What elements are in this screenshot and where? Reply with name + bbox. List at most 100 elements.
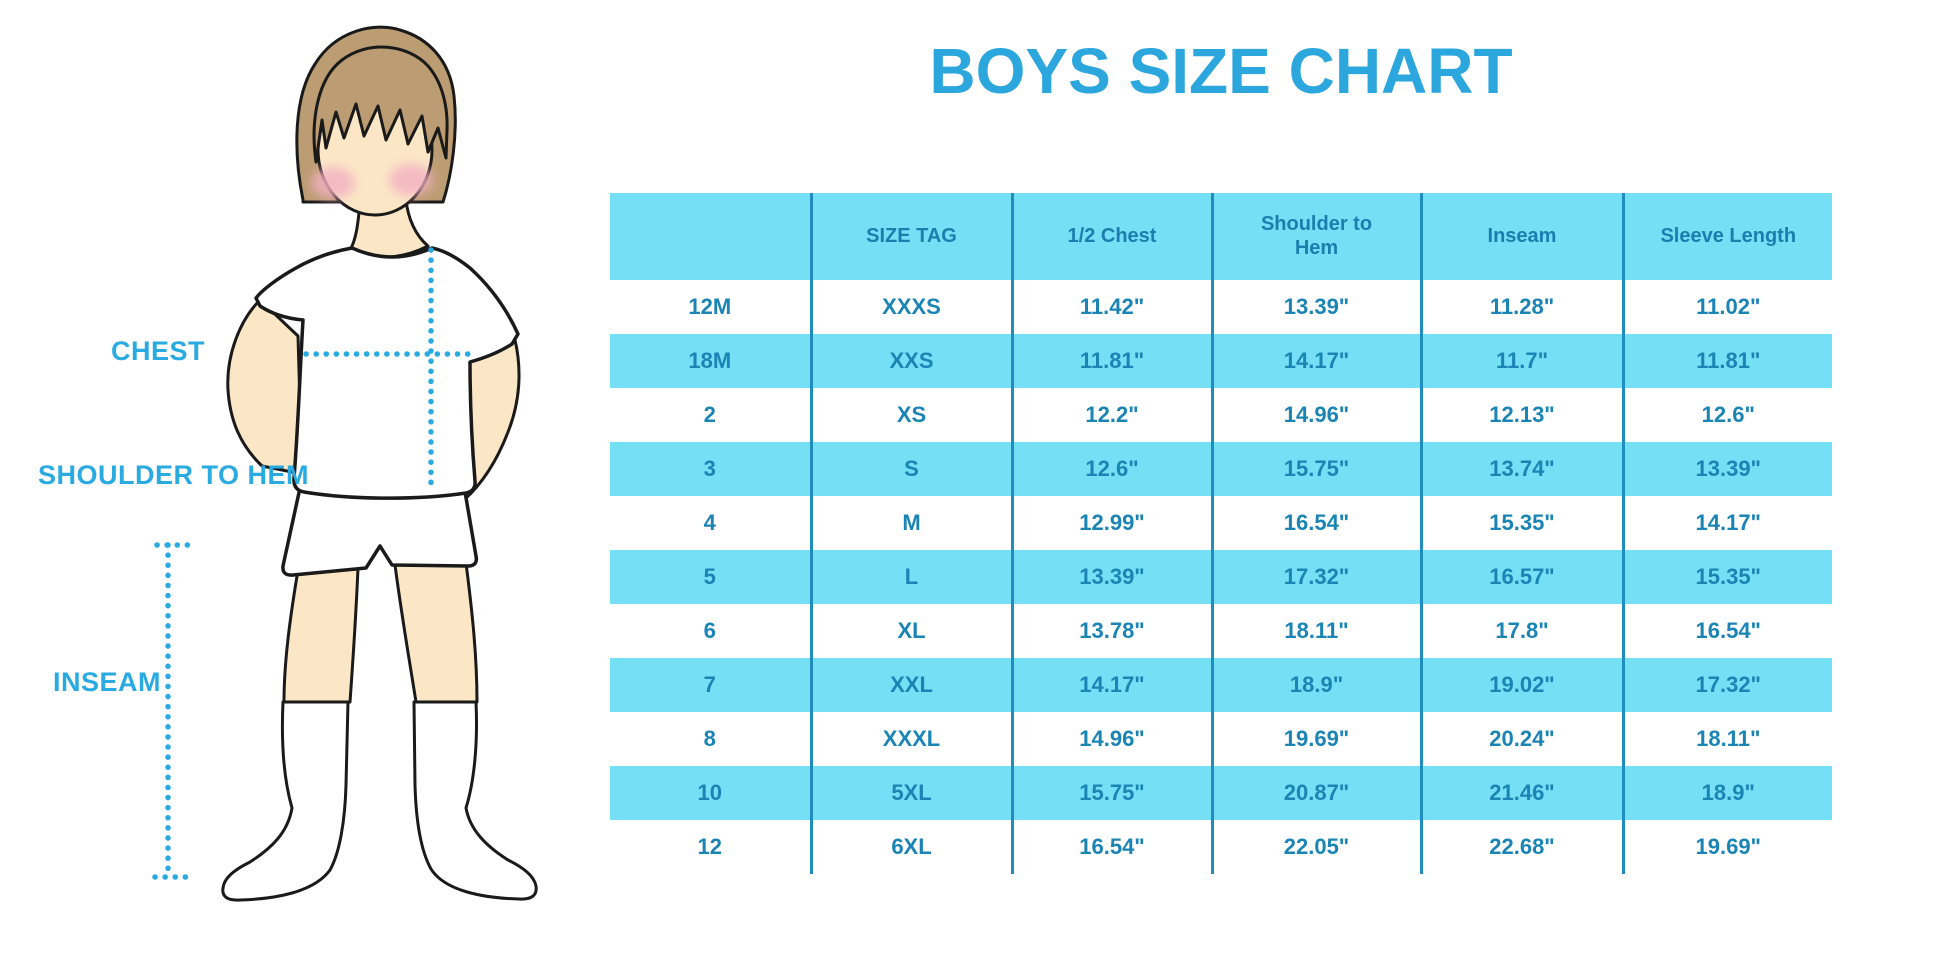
inseam-cell: 16.57"	[1419, 550, 1623, 604]
shoulder-to-hem-cell: 17.32"	[1210, 550, 1421, 604]
chest-label: CHEST	[111, 336, 205, 366]
age-cell: 2	[703, 402, 716, 427]
inseam-cell: 21.46"	[1419, 766, 1623, 820]
inseam-cell: 11.7"	[1419, 334, 1623, 388]
header-cell-sleeve-length: Sleeve Length	[1621, 193, 1832, 280]
table-row: 3 S 12.6" 15.75" 13.74" 13.39"	[610, 442, 1832, 496]
left-arm	[226, 298, 304, 476]
half-chest-cell: 16.54"	[1010, 820, 1212, 874]
inseam-label: INSEAM	[53, 667, 161, 697]
age-cell: 10	[610, 766, 811, 820]
shoulder-to-hem-cell: 19.69"	[1210, 712, 1421, 766]
table-row: 12M XXXS 11.42" 13.39" 11.28" 11.02"	[610, 280, 1832, 334]
size-tag-cell: 6XL	[809, 820, 1012, 874]
size-tag-cell: 5XL	[809, 766, 1012, 820]
header-row: SIZE TAG 1/2 Chest Shoulder to Hem Insea…	[610, 193, 1832, 280]
size-tag-cell: XXXL	[809, 712, 1012, 766]
inseam-cell: 12.13"	[1419, 388, 1623, 442]
age-cell: 8	[703, 726, 716, 751]
sleeve-length-cell: 14.17"	[1621, 496, 1832, 550]
half-chest-cell: 12.6"	[1010, 442, 1212, 496]
age-cell: 3	[610, 442, 811, 496]
size-tag-cell: XL	[809, 604, 1012, 658]
table-row: 12 6XL 16.54" 22.05" 22.68" 19.69"	[610, 820, 1832, 874]
half-chest-cell: 13.78"	[1010, 604, 1212, 658]
blush-right	[389, 164, 433, 196]
hair-fringe	[312, 45, 449, 164]
inseam-cell: 15.35"	[1419, 496, 1623, 550]
shoulder-to-hem-cell: 15.75"	[1210, 442, 1421, 496]
shoulder-to-hem-cell: 14.17"	[1210, 334, 1421, 388]
half-chest-cell: 11.81"	[1010, 334, 1212, 388]
left-sock	[221, 700, 350, 902]
size-tag-cell: XS	[809, 388, 1012, 442]
half-chest-cell: 12.99"	[1010, 496, 1212, 550]
left-leg	[282, 566, 360, 704]
header-cell-inseam: Inseam	[1419, 193, 1623, 280]
size-tag-cell: XXXS	[809, 280, 1012, 334]
shoulder-to-hem-cell: 13.39"	[1210, 280, 1421, 334]
right-leg	[393, 561, 479, 704]
age-cell: 18M	[610, 334, 811, 388]
size-table: SIZE TAG 1/2 Chest Shoulder to Hem Insea…	[610, 193, 1832, 874]
boy-illustration: CHEST SHOULDER TO HEM INSEAM	[38, 25, 538, 902]
age-cell: 12	[697, 834, 722, 859]
shoulder-to-hem-label: SHOULDER TO HEM	[38, 460, 309, 490]
age-cell: 5	[610, 550, 811, 604]
shoulder-to-hem-cell: 20.87"	[1210, 766, 1421, 820]
sleeve-length-cell: 16.54"	[1621, 604, 1832, 658]
half-chest-cell: 15.75"	[1010, 766, 1212, 820]
shoulder-to-hem-cell: 18.9"	[1210, 658, 1421, 712]
age-cell: 12M	[688, 294, 732, 319]
half-chest-cell: 13.39"	[1010, 550, 1212, 604]
header-cell-shoulder-to-hem: Shoulder to Hem	[1210, 193, 1421, 280]
inseam-cell: 13.74"	[1419, 442, 1623, 496]
sleeve-length-cell: 15.35"	[1621, 550, 1832, 604]
half-chest-cell: 14.17"	[1010, 658, 1212, 712]
table-row: 6 XL 13.78" 18.11" 17.8" 16.54"	[610, 604, 1832, 658]
table-row: 10 5XL 15.75" 20.87" 21.46" 18.9"	[610, 766, 1832, 820]
sleeve-length-cell: 11.02"	[1621, 280, 1832, 334]
half-chest-cell: 12.2"	[1010, 388, 1212, 442]
shoulder-to-hem-cell: 14.96"	[1210, 388, 1421, 442]
sleeve-length-cell: 11.81"	[1621, 334, 1832, 388]
age-cell: 6	[703, 618, 716, 643]
header-cell-age	[610, 193, 811, 280]
inseam-cell: 11.28"	[1419, 280, 1623, 334]
table-row: 8 XXXL 14.96" 19.69" 20.24" 18.11"	[610, 712, 1832, 766]
table-row: 2 XS 12.2" 14.96" 12.13" 12.6"	[610, 388, 1832, 442]
shoulder-to-hem-cell: 22.05"	[1210, 820, 1421, 874]
half-chest-cell: 14.96"	[1010, 712, 1212, 766]
shorts	[281, 484, 479, 577]
size-tag-cell: S	[809, 442, 1012, 496]
table-row: 5 L 13.39" 17.32" 16.57" 15.35"	[610, 550, 1832, 604]
sleeve-length-cell: 19.69"	[1621, 820, 1832, 874]
size-tag-cell: XXS	[809, 334, 1012, 388]
table-row: 7 XXL 14.17" 18.9" 19.02" 17.32"	[610, 658, 1832, 712]
size-tag-cell: M	[809, 496, 1012, 550]
header-cell-half-chest: 1/2 Chest	[1010, 193, 1212, 280]
table-row: 18M XXS 11.81" 14.17" 11.7" 11.81"	[610, 334, 1832, 388]
right-sock	[412, 700, 538, 901]
blush-left	[311, 167, 355, 199]
page-title: BOYS SIZE CHART	[929, 35, 1513, 107]
sleeve-length-cell: 17.32"	[1621, 658, 1832, 712]
size-tag-cell: L	[809, 550, 1012, 604]
size-tag-cell: XXL	[809, 658, 1012, 712]
age-cell: 4	[703, 510, 716, 535]
sleeve-length-cell: 18.11"	[1621, 712, 1832, 766]
t-shirt	[254, 246, 520, 500]
half-chest-cell: 11.42"	[1010, 280, 1212, 334]
sleeve-length-cell: 12.6"	[1621, 388, 1832, 442]
age-cell: 7	[610, 658, 811, 712]
sleeve-length-cell: 13.39"	[1621, 442, 1832, 496]
inseam-cell: 19.02"	[1419, 658, 1623, 712]
table-row: 4 M 12.99" 16.54" 15.35" 14.17"	[610, 496, 1832, 550]
shoulder-to-hem-cell: 18.11"	[1210, 604, 1421, 658]
sleeve-length-cell: 18.9"	[1621, 766, 1832, 820]
inseam-cell: 17.8"	[1419, 604, 1623, 658]
header-cell-size-tag: SIZE TAG	[809, 193, 1012, 280]
shoulder-to-hem-cell: 16.54"	[1210, 496, 1421, 550]
inseam-cell: 20.24"	[1419, 712, 1623, 766]
